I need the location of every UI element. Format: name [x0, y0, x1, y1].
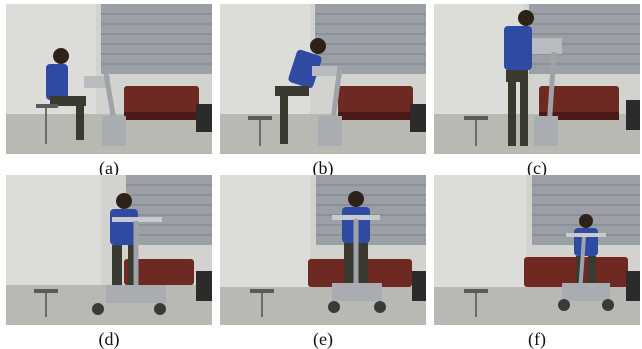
- photo-b: [220, 4, 426, 154]
- caption-d: (d): [98, 329, 120, 349]
- caption-e: (e): [313, 329, 333, 349]
- photo-e: [220, 175, 426, 325]
- caption-a: (a): [99, 158, 119, 178]
- photo-d: [6, 175, 212, 325]
- caption-c: (c): [527, 158, 547, 178]
- caption-f: (f): [528, 329, 546, 349]
- photo-f: [434, 175, 640, 325]
- photo-c: [434, 4, 640, 154]
- photo-a: [6, 4, 212, 154]
- caption-b: (b): [312, 158, 334, 178]
